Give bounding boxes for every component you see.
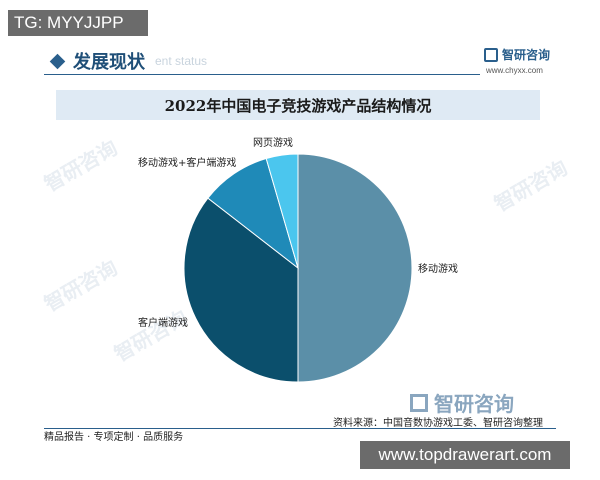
slice-label: 客户端游戏: [138, 316, 188, 329]
pie-slice: [183, 197, 299, 383]
slice-label: 移动游戏: [418, 262, 458, 275]
bottom-brand-name: 智研咨询: [434, 392, 514, 416]
brand-url: www.chyxx.com: [486, 66, 543, 75]
brand-logo-icon: [484, 47, 498, 62]
section-subtitle: ent status: [155, 54, 208, 68]
brand: 智研咨询: [484, 46, 550, 63]
url-watermark: www.topdrawerart.com: [360, 441, 570, 469]
brand-logo-icon: [410, 393, 428, 412]
slice-label: 网页游戏: [253, 136, 293, 149]
chart-title: 2022年中国电子竞技游戏产品结构情况: [164, 96, 432, 115]
bottom-divider: [44, 428, 556, 429]
chart-title-banner: 2022年中国电子竞技游戏产品结构情况: [56, 90, 540, 120]
section-header: 发展现状 ent status: [49, 48, 208, 74]
slice-label: 移动游戏+客户端游戏: [138, 156, 236, 169]
source-note: 资料来源：中国音数协游戏工委、智研咨询整理: [333, 418, 543, 429]
brand-name: 智研咨询: [502, 48, 551, 62]
top-divider: [44, 74, 480, 75]
pie-slice: [207, 157, 299, 270]
footer-tagline: 精品报告 · 专项定制 · 品质服务: [44, 432, 184, 443]
pie-slice: [265, 153, 299, 269]
pie-slice: [297, 153, 413, 383]
bottom-brand: 智研咨询: [410, 388, 514, 417]
section-title: 发展现状: [73, 52, 145, 73]
tg-tag: TG: MYYJJPP: [8, 10, 148, 36]
